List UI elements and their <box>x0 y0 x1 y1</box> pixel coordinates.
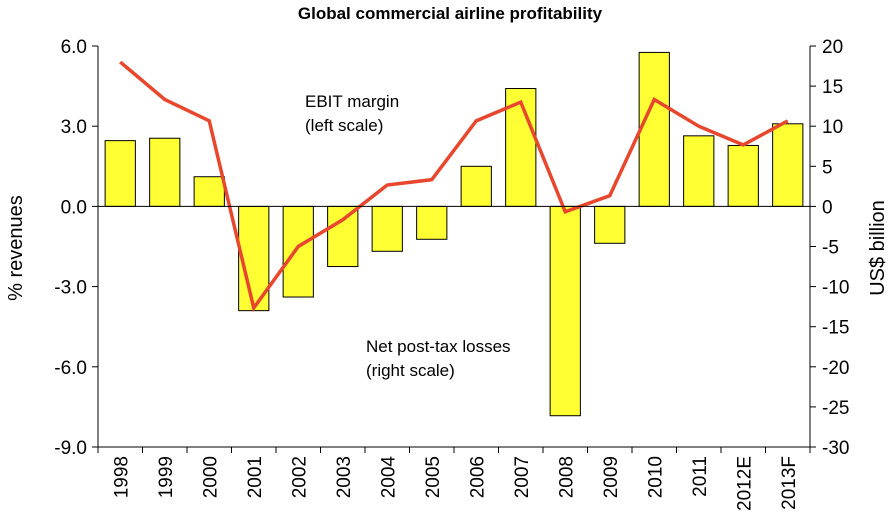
bar-2009 <box>594 205 626 244</box>
annotation-ebit-line2: (left scale) <box>305 116 383 135</box>
bar-2002 <box>282 205 314 298</box>
bar-2004 <box>371 205 403 252</box>
right-tick-label: -25 <box>822 398 849 419</box>
left-tick-label: -3.0 <box>54 278 87 299</box>
right-tick-label: -5 <box>822 238 839 259</box>
right-axis-ticks: 20 15 10 5 0 -5 -10 -15 -20 -25 -30 <box>810 37 849 459</box>
x-tick-label: 2001 <box>245 456 266 498</box>
x-tick-label: 2004 <box>378 456 399 499</box>
bar-2003 <box>327 205 359 268</box>
left-tick-label: 6.0 <box>61 37 87 58</box>
bar-2008 <box>549 205 581 417</box>
right-tick-label: 20 <box>822 37 843 58</box>
bar-2010 <box>638 51 670 207</box>
x-tick-label: 2000 <box>200 456 221 498</box>
right-tick-label: 15 <box>822 77 843 98</box>
right-tick-label: -10 <box>822 278 849 299</box>
left-tick-label: 3.0 <box>61 117 87 138</box>
axes <box>97 46 811 448</box>
x-tick-label: 2005 <box>423 456 444 498</box>
x-axis-ticks: 1998 1999 2000 2001 2002 2003 2004 2005 2006 2007… <box>97 447 811 511</box>
right-tick-label: -30 <box>822 438 849 459</box>
bar-2012E <box>727 144 759 207</box>
left-axis-title: % revenues <box>5 195 27 301</box>
left-tick-label: 0.0 <box>61 197 87 218</box>
right-tick-label: 0 <box>822 197 833 218</box>
right-tick-label: -15 <box>822 318 849 339</box>
bar-1999 <box>149 137 181 207</box>
annotation-losses-line2: (right scale) <box>366 361 455 380</box>
right-tick-label: 5 <box>822 157 833 178</box>
x-tick-label: 2011 <box>690 456 711 497</box>
x-tick-label: 2006 <box>467 456 488 498</box>
x-tick-label: 1999 <box>156 456 177 498</box>
x-tick-label: 1998 <box>111 456 132 498</box>
x-tick-label: 2002 <box>289 456 310 498</box>
x-tick-label: 2013F <box>779 456 800 510</box>
x-tick-label: 2012E <box>734 456 755 511</box>
bar-2000 <box>193 176 225 207</box>
left-axis-ticks: 6.0 3.0 0.0 -3.0 -6.0 -9.0 <box>54 37 98 459</box>
x-tick-label: 2009 <box>601 456 622 498</box>
x-tick-label: 2003 <box>334 456 355 498</box>
annotation-ebit-line1: EBIT margin <box>305 92 399 111</box>
x-tick-label: 2008 <box>556 456 577 498</box>
right-tick-label: 10 <box>822 117 843 138</box>
x-tick-label: 2010 <box>645 456 666 498</box>
bar-1998 <box>104 140 136 207</box>
annotation-losses-line1: Net post-tax losses <box>366 337 511 356</box>
left-tick-label: -9.0 <box>54 438 87 459</box>
bar-2005 <box>416 205 448 240</box>
bar-2013F <box>772 123 804 207</box>
ebit-margin-line <box>119 60 789 313</box>
bar-2006 <box>460 165 492 207</box>
bar-2011 <box>683 135 715 207</box>
line-series <box>119 60 789 313</box>
right-tick-label: -20 <box>822 358 849 379</box>
chart-title: Global commercial airline profitability <box>298 4 603 23</box>
left-tick-label: -6.0 <box>54 358 87 379</box>
x-tick-label: 2007 <box>512 456 533 498</box>
right-axis-title: US$ billion <box>867 200 889 296</box>
